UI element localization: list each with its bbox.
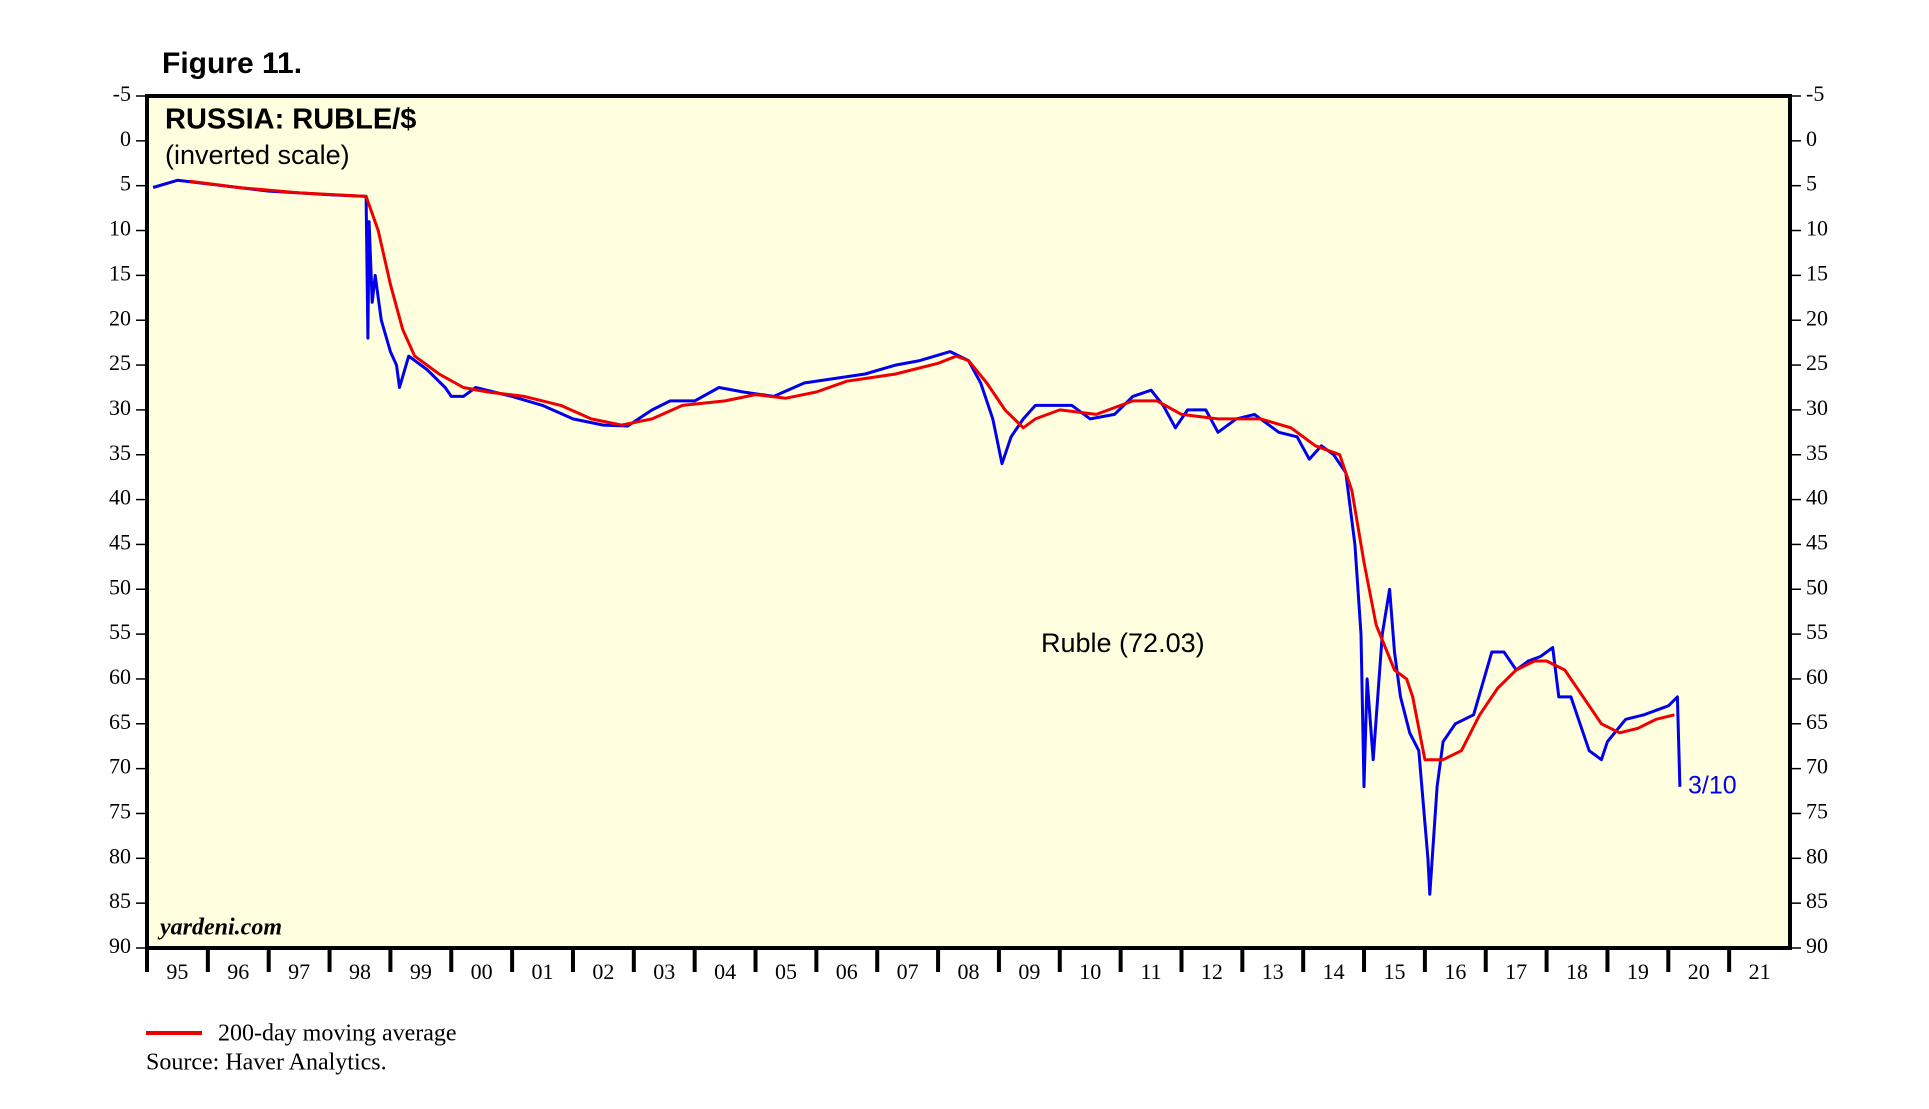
y-tick-label: 90 bbox=[109, 933, 131, 958]
y-tick-label: 70 bbox=[109, 754, 131, 779]
x-tick-label: 01 bbox=[532, 959, 554, 984]
y2-tick-label: 10 bbox=[1806, 216, 1828, 241]
y-tick-label: 75 bbox=[109, 799, 131, 824]
y2-tick-label: 65 bbox=[1806, 709, 1828, 734]
y2-tick-label: 55 bbox=[1806, 619, 1828, 644]
plot-area bbox=[147, 96, 1790, 948]
x-tick-label: 07 bbox=[897, 959, 919, 984]
y-tick-label: 85 bbox=[109, 888, 131, 913]
y-tick-label: 35 bbox=[109, 440, 131, 465]
y-tick-label: 50 bbox=[109, 574, 131, 599]
y2-tick-label: 30 bbox=[1806, 395, 1828, 420]
y-tick-label: 80 bbox=[109, 843, 131, 868]
y2-tick-label: -5 bbox=[1806, 81, 1824, 106]
y2-tick-label: 80 bbox=[1806, 843, 1828, 868]
x-tick-label: 12 bbox=[1201, 959, 1223, 984]
watermark: yardeni.com bbox=[157, 915, 282, 941]
y2-tick-label: 5 bbox=[1806, 171, 1817, 196]
y2-tick-label: 85 bbox=[1806, 888, 1828, 913]
y2-tick-label: 25 bbox=[1806, 350, 1828, 375]
x-tick-label: 18 bbox=[1566, 959, 1588, 984]
x-tick-label: 96 bbox=[227, 959, 249, 984]
y-tick-label: 10 bbox=[109, 216, 131, 241]
end-label: 3/10 bbox=[1688, 772, 1737, 800]
y2-tick-label: 40 bbox=[1806, 485, 1828, 510]
x-tick-label: 97 bbox=[288, 959, 310, 984]
y-tick-label: 60 bbox=[109, 664, 131, 689]
y-tick-label: 25 bbox=[109, 350, 131, 375]
y-tick-label: 20 bbox=[109, 305, 131, 330]
x-tick-label: 06 bbox=[836, 959, 858, 984]
y-tick-label: 0 bbox=[120, 126, 131, 151]
y-tick-label: 40 bbox=[109, 485, 131, 510]
y2-tick-label: 20 bbox=[1806, 305, 1828, 330]
x-tick-label: 08 bbox=[958, 959, 980, 984]
y2-tick-label: 70 bbox=[1806, 754, 1828, 779]
y-tick-label: 5 bbox=[120, 171, 131, 196]
x-tick-label: 04 bbox=[714, 959, 736, 984]
figure-label: Figure 11. bbox=[162, 47, 302, 80]
x-tick-label: 05 bbox=[775, 959, 797, 984]
y-tick-label: 15 bbox=[109, 260, 131, 285]
y-tick-label: 65 bbox=[109, 709, 131, 734]
x-tick-label: 17 bbox=[1505, 959, 1527, 984]
x-tick-label: 13 bbox=[1262, 959, 1284, 984]
x-tick-label: 99 bbox=[410, 959, 432, 984]
x-tick-label: 03 bbox=[653, 959, 675, 984]
x-tick-label: 20 bbox=[1688, 959, 1710, 984]
x-tick-label: 21 bbox=[1749, 959, 1771, 984]
x-tick-label: 10 bbox=[1079, 959, 1101, 984]
series-label: Ruble (72.03) bbox=[1041, 628, 1205, 658]
y-tick-label: 45 bbox=[109, 529, 131, 554]
x-tick-label: 98 bbox=[349, 959, 371, 984]
y2-tick-label: 45 bbox=[1806, 529, 1828, 554]
chart-subtitle: (inverted scale) bbox=[165, 140, 350, 170]
y2-tick-label: 15 bbox=[1806, 260, 1828, 285]
y2-tick-label: 35 bbox=[1806, 440, 1828, 465]
x-tick-label: 09 bbox=[1018, 959, 1040, 984]
x-tick-label: 16 bbox=[1444, 959, 1466, 984]
y-tick-label: 30 bbox=[109, 395, 131, 420]
y2-tick-label: 90 bbox=[1806, 933, 1828, 958]
y2-tick-label: 75 bbox=[1806, 799, 1828, 824]
legend-label: 200-day moving average bbox=[218, 1021, 457, 1047]
x-tick-label: 02 bbox=[592, 959, 614, 984]
x-tick-label: 14 bbox=[1323, 959, 1345, 984]
y2-tick-label: 0 bbox=[1806, 126, 1817, 151]
plot-frame bbox=[145, 94, 1792, 950]
y2-tick-label: 50 bbox=[1806, 574, 1828, 599]
x-tick-label: 19 bbox=[1627, 959, 1649, 984]
x-tick-label: 11 bbox=[1140, 959, 1161, 984]
y-tick-label: 55 bbox=[109, 619, 131, 644]
chart-title: RUSSIA: RUBLE/$ bbox=[165, 104, 416, 136]
y2-tick-label: 60 bbox=[1806, 664, 1828, 689]
x-tick-label: 15 bbox=[1383, 959, 1405, 984]
source: Source: Haver Analytics. bbox=[146, 1050, 387, 1076]
x-tick-label: 00 bbox=[471, 959, 493, 984]
series-line bbox=[189, 179, 1675, 762]
x-tick-label: 95 bbox=[166, 959, 188, 984]
y-tick-label: -5 bbox=[113, 81, 131, 106]
